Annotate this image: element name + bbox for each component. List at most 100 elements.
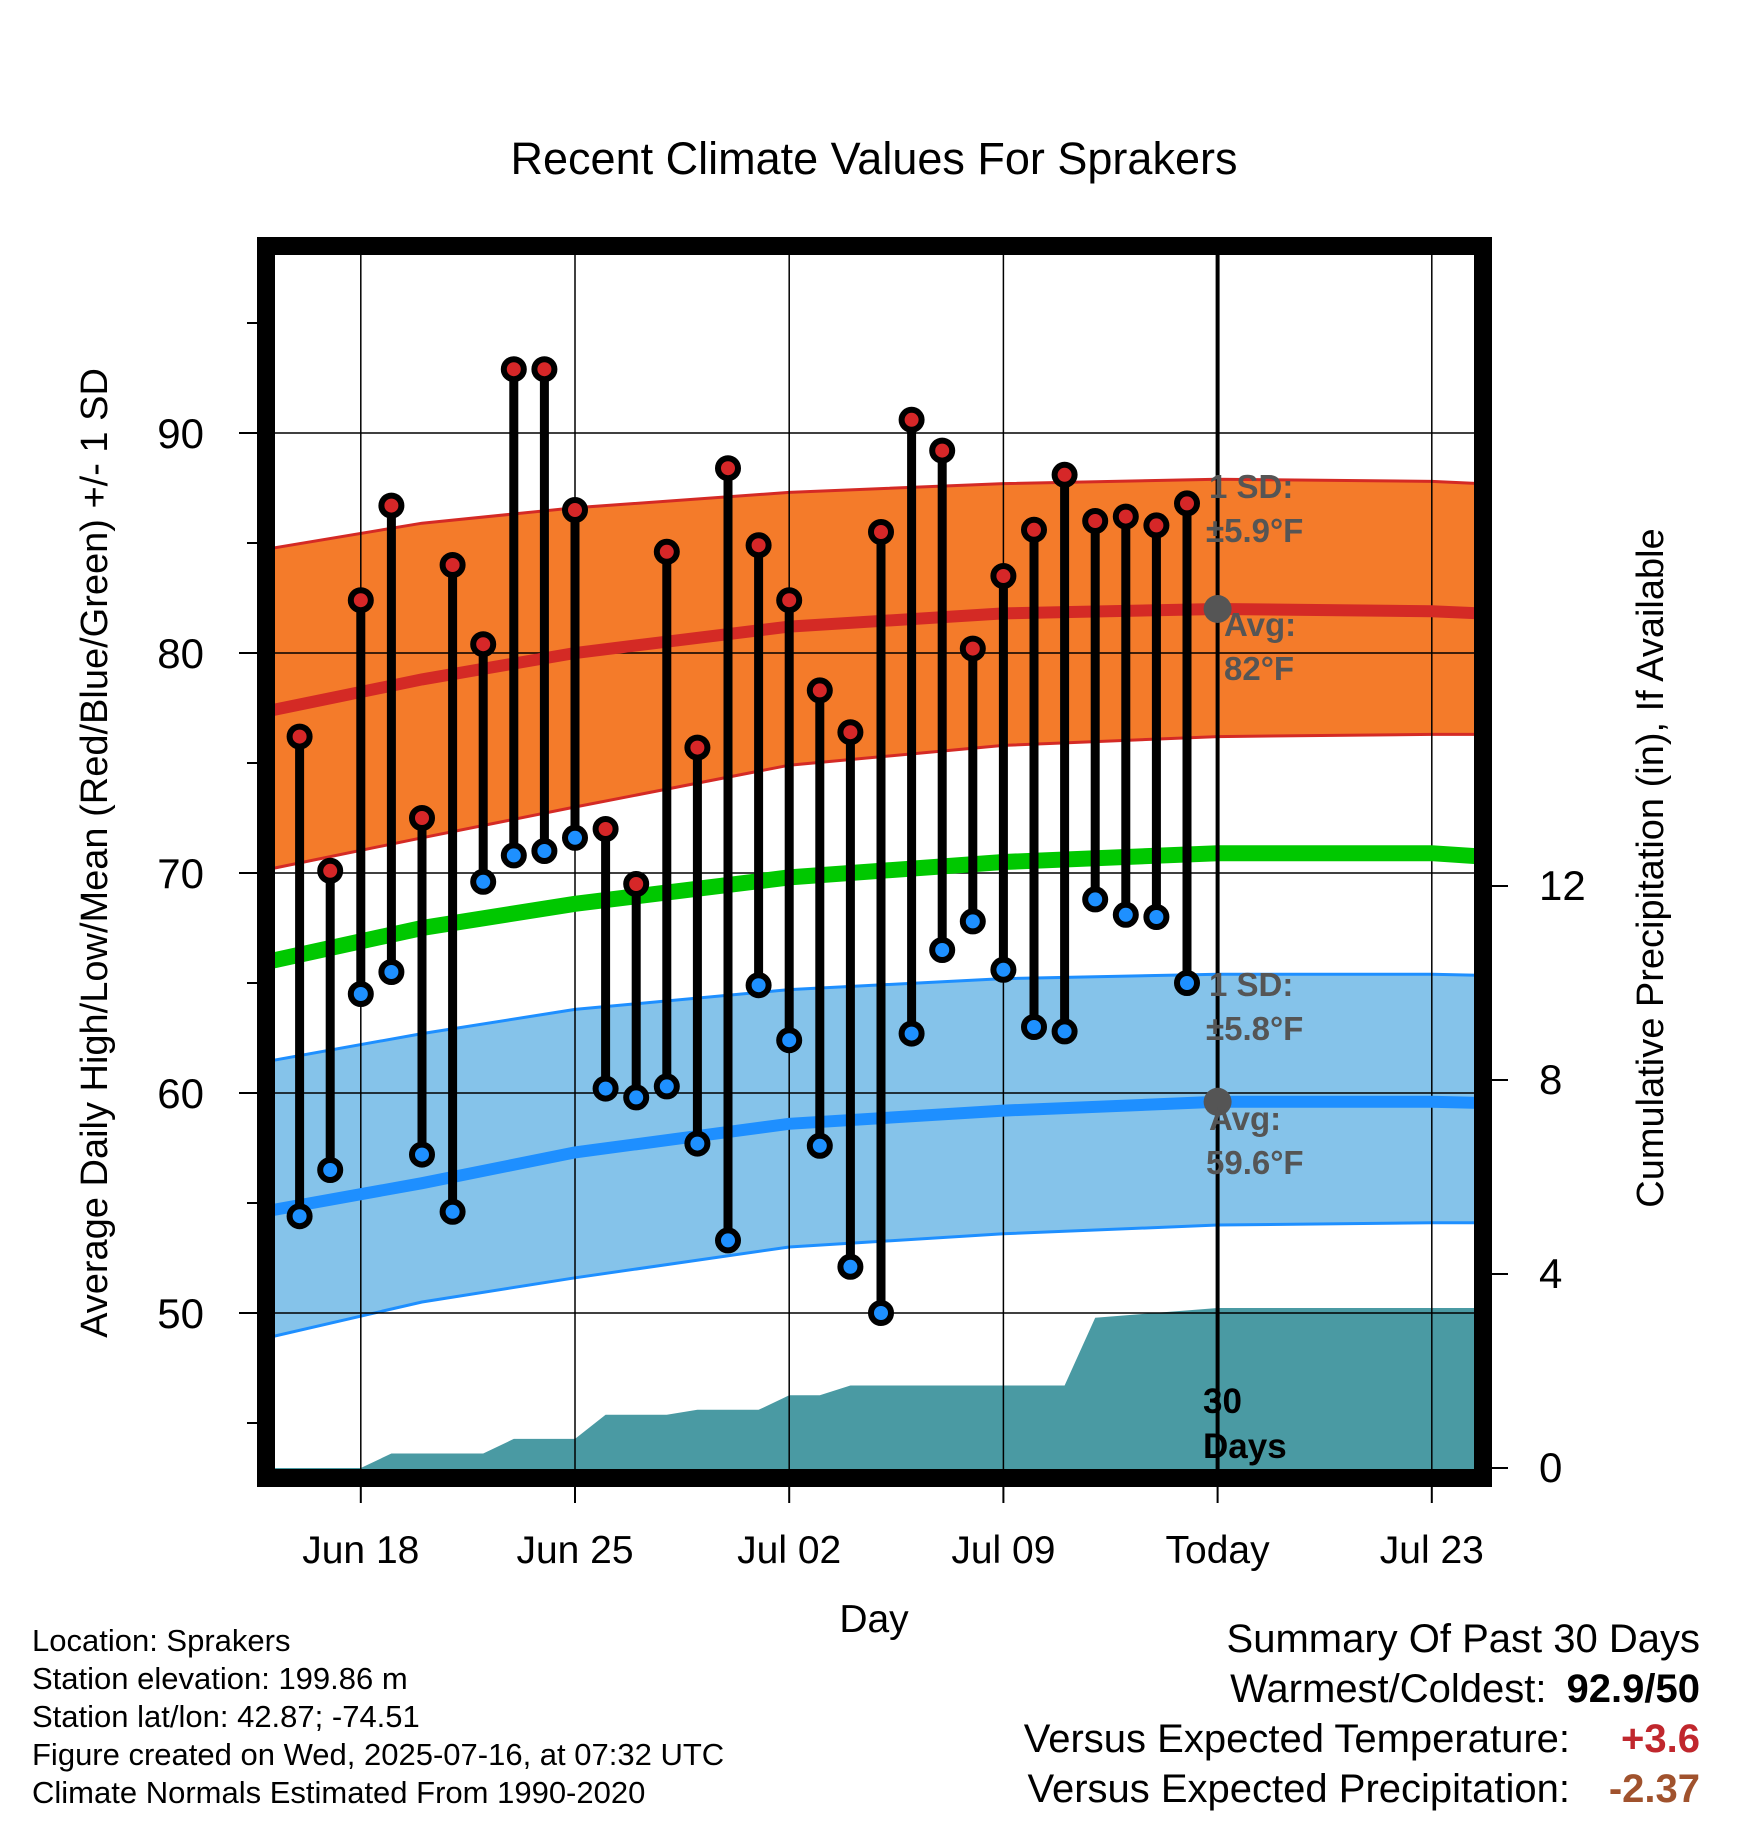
high-marker	[623, 871, 650, 897]
low-avg-value: 59.6°F	[1206, 1144, 1304, 1181]
high-marker	[347, 587, 374, 614]
high-marker	[1143, 512, 1170, 539]
low-marker	[806, 1132, 833, 1159]
high-marker	[378, 492, 405, 519]
high-marker	[745, 532, 772, 559]
x-tick-label: Jun 25	[516, 1529, 633, 1572]
low-marker	[1082, 886, 1109, 913]
y2-axis-label: Cumulative Precipitation (in), If Availa…	[1630, 528, 1672, 1207]
low-marker	[562, 824, 588, 851]
high-marker	[990, 563, 1017, 589]
low-sd-title: 1 SD:	[1209, 966, 1293, 1003]
high-marker	[1021, 516, 1047, 543]
summary-precip-row: Versus Expected Precipitation: -2.37	[1024, 1764, 1700, 1814]
y-tick-label: 70	[157, 850, 204, 897]
high-marker	[500, 356, 527, 383]
high-marker	[1051, 461, 1078, 488]
created-text: Figure created on Wed, 2025-07-16, at 07…	[32, 1737, 725, 1772]
low-marker	[378, 959, 405, 985]
low-avg-title: Avg:	[1209, 1100, 1281, 1137]
low-marker	[500, 842, 527, 869]
x-tick-label: Jul 02	[737, 1529, 841, 1572]
precip-label: Versus Expected Precipitation:	[1027, 1767, 1570, 1811]
high-marker	[562, 497, 588, 523]
low-marker	[653, 1073, 680, 1100]
low-marker	[531, 838, 558, 864]
plot-frame	[257, 237, 1492, 1487]
high-sd-band	[266, 479, 1483, 870]
plot-body	[266, 246, 1483, 1478]
low-marker	[286, 1203, 313, 1230]
high-sd-band-lower-edge	[266, 732, 1483, 872]
high-sd-title: 1 SD:	[1209, 468, 1293, 505]
y2-tick-label: 8	[1539, 1056, 1562, 1103]
low-marker	[317, 1157, 344, 1183]
station-info: Location: Sprakers Station elevation: 19…	[32, 1622, 724, 1812]
high-marker	[653, 538, 680, 565]
precip-area	[269, 1308, 1483, 1478]
x-tick-label: Jun 18	[302, 1529, 419, 1572]
high-sd-value: ±5.9°F	[1206, 512, 1303, 549]
precip-value: -2.37	[1608, 1767, 1700, 1811]
y2-tick-label: 0	[1539, 1444, 1562, 1491]
x-tick-label: Jul 23	[1380, 1529, 1484, 1572]
low-sd-band	[266, 974, 1483, 1339]
high-marker	[470, 631, 497, 658]
x-tick-label: Today	[1166, 1529, 1271, 1572]
high-marker	[286, 723, 313, 750]
high-marker	[1174, 490, 1200, 517]
mean-avg-line	[266, 845, 1483, 971]
low-sd-band-lower-edge	[266, 1221, 1483, 1340]
warmest-value: 92.9/50	[1566, 1667, 1700, 1711]
low-marker	[1174, 970, 1200, 996]
y-tick-label: 60	[157, 1070, 204, 1117]
low-marker	[1021, 1014, 1047, 1040]
low-sd-band-upper-edge	[266, 972, 1483, 1064]
high-avg-line	[266, 602, 1483, 718]
low-marker	[623, 1084, 650, 1111]
low-marker	[929, 937, 956, 963]
y-tick-label: 80	[157, 630, 204, 677]
high-marker	[531, 356, 558, 383]
high-marker	[439, 552, 466, 578]
low-marker	[684, 1130, 711, 1157]
low-marker	[470, 868, 497, 895]
low-marker	[1112, 901, 1139, 928]
low-marker	[347, 981, 374, 1007]
high-marker	[317, 857, 344, 884]
summary-title: Summary Of Past 30 Days	[1226, 1617, 1700, 1661]
high-marker	[1082, 508, 1109, 534]
temp-value: +3.6	[1621, 1717, 1700, 1761]
summary-warmest-row: Warmest/Coldest: 92.9/50	[1024, 1664, 1700, 1714]
high-marker	[1112, 503, 1139, 530]
plot-area: 1 SD: ±5.9°F Avg: 82°F 1 SD: ±5.8°F Avg: 59.6°F…	[157, 237, 1586, 1572]
low-marker	[1051, 1018, 1078, 1045]
chart-title: Recent Climate Values For Sprakers	[511, 133, 1238, 184]
high-marker	[776, 587, 803, 614]
y-tick-label: 50	[157, 1290, 204, 1337]
low-marker	[837, 1253, 864, 1280]
y2-tick-label: 12	[1539, 862, 1586, 909]
period-label-number: 30	[1203, 1382, 1242, 1421]
low-marker	[1143, 904, 1170, 930]
low-marker	[990, 956, 1017, 983]
high-marker	[868, 519, 894, 545]
x-tick-label: Jul 09	[951, 1529, 1055, 1572]
low-marker	[715, 1227, 741, 1254]
period-label-days: Days	[1203, 1427, 1287, 1466]
today-low-avg-dot	[1203, 1087, 1232, 1116]
high-avg-title: Avg:	[1224, 606, 1296, 643]
low-sd-value: ±5.8°F	[1206, 1010, 1303, 1047]
high-marker	[837, 719, 864, 746]
low-marker	[439, 1198, 466, 1225]
elevation-text: Station elevation: 199.86 m	[32, 1661, 408, 1696]
high-marker	[806, 677, 833, 704]
high-marker	[409, 805, 435, 831]
high-marker	[684, 734, 711, 761]
x-axis-label: Day	[839, 1598, 909, 1641]
high-avg-value: 82°F	[1224, 650, 1294, 687]
temp-label: Versus Expected Temperature:	[1023, 1717, 1570, 1761]
low-marker	[592, 1075, 619, 1102]
y-tick-label: 90	[157, 410, 204, 457]
